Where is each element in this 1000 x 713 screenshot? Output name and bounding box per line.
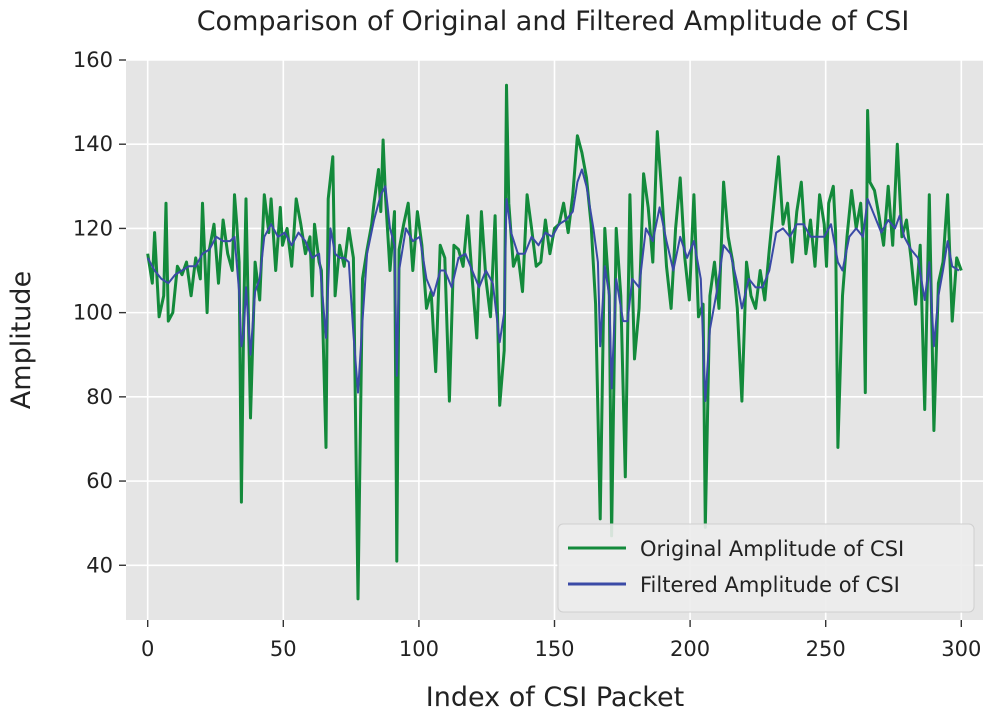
x-tick-label: 50 (270, 637, 297, 661)
y-tick-label: 40 (86, 553, 113, 577)
legend: Original Amplitude of CSI Filtered Ampli… (557, 523, 975, 613)
y-tick-label: 80 (86, 385, 113, 409)
series-line-original (146, 83, 963, 601)
legend-label-original: Original Amplitude of CSI (640, 537, 904, 561)
x-tick-label: 0 (141, 637, 154, 661)
x-tick-label: 300 (941, 637, 981, 661)
x-tick-label: 250 (806, 637, 846, 661)
series-layer (146, 83, 963, 601)
x-axis-label: Index of CSI Packet (426, 682, 684, 713)
y-tick-label: 160 (73, 48, 113, 72)
y-tick-label: 120 (73, 216, 113, 240)
x-axis: 0 50 100 150 200 250 300 (141, 620, 981, 661)
y-tick-label: 140 (73, 132, 113, 156)
x-tick-label: 150 (534, 637, 574, 661)
series-line-filtered (146, 168, 960, 403)
y-axis: 40 60 80 100 120 140 160 (73, 48, 126, 577)
y-tick-label: 100 (73, 301, 113, 325)
x-tick-label: 100 (399, 637, 439, 661)
chart-title: Comparison of Original and Filtered Ampl… (197, 6, 910, 37)
y-tick-label: 60 (86, 469, 113, 493)
legend-label-filtered: Filtered Amplitude of CSI (640, 573, 900, 597)
legend-box (557, 523, 975, 613)
y-axis-label: Amplitude (6, 271, 37, 409)
x-tick-label: 200 (670, 637, 710, 661)
